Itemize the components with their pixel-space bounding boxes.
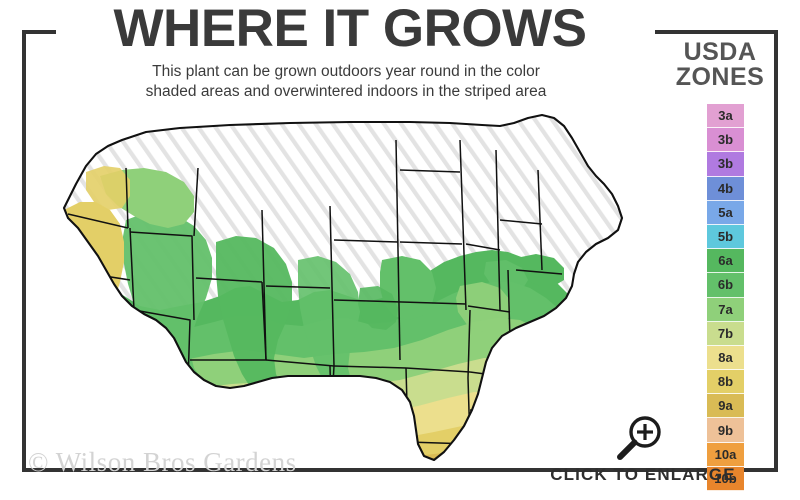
zone-swatch-label: 9b xyxy=(717,422,734,438)
zone-southwest-warm xyxy=(112,386,168,460)
us-outline xyxy=(62,113,624,462)
zone-coast-socal-orange xyxy=(64,378,82,460)
zone-swatch-4b[interactable]: 4b xyxy=(707,176,744,201)
zone-florida-orange xyxy=(500,390,540,460)
zone-swatch-label: 10b xyxy=(714,470,737,486)
legend-title: USDA ZONES xyxy=(675,38,765,91)
zone-swatch-5a[interactable]: 5a xyxy=(707,200,744,225)
frame-border-top-left xyxy=(22,30,56,34)
zone-coast-west-yellow xyxy=(64,202,124,456)
zone-swatch-6b[interactable]: 6b xyxy=(707,273,744,298)
frame-border-left xyxy=(22,30,26,472)
zone-swatch-7a[interactable]: 7a xyxy=(707,297,744,322)
zone-swatch-3b-lower[interactable]: 3b xyxy=(707,152,744,177)
zone-swatch-7b[interactable]: 7b xyxy=(707,321,744,346)
zone-swatch-label: 6b xyxy=(717,277,734,293)
zone-swatch-label: 3b xyxy=(717,132,734,148)
zone-swatch-label: 10a xyxy=(714,446,737,462)
zone-swatch-label: 7b xyxy=(717,325,734,341)
zone-swatch-label: 4b xyxy=(717,180,734,196)
zone-swatch-label: 8b xyxy=(717,374,734,390)
zone-south-texas-orange xyxy=(220,450,282,460)
usda-hardiness-map[interactable] xyxy=(30,110,650,465)
zone-swatch-9b[interactable]: 9b xyxy=(707,418,744,443)
zone-swatch-label: 5a xyxy=(718,204,733,220)
zone-florida-tip-10b xyxy=(518,428,538,460)
zone-swatch-3a[interactable]: 3a xyxy=(707,104,744,129)
frame-border-top-right xyxy=(655,30,778,34)
zone-swatch-8b[interactable]: 8b xyxy=(707,370,744,395)
zone-green-rockies-mid xyxy=(216,236,292,400)
zone-swatch-label: 3a xyxy=(718,108,733,124)
zone-swatch-8a[interactable]: 8a xyxy=(707,345,744,371)
zone-swatch-10b[interactable]: 10b xyxy=(707,466,744,491)
zone-lake-michigan-shore xyxy=(358,286,398,330)
page-title: WHERE IT GROWS xyxy=(113,0,587,58)
zone-8a-region xyxy=(64,392,556,460)
zone-coast-california-peach xyxy=(64,322,92,460)
map-svg xyxy=(62,113,624,462)
usda-zone-legend: 3a 3b 3b 4b 5a 5b 6a 6b 7a 7b 8a 8b 9a 9b 10a 10b xyxy=(707,104,744,491)
magnifier-plus-icon[interactable] xyxy=(612,415,666,463)
zone-southwest-desert xyxy=(88,356,176,460)
zone-8b-region xyxy=(64,422,532,460)
zone-swatch-3b-upper[interactable]: 3b xyxy=(707,128,744,153)
frame-border-bottom xyxy=(22,468,778,472)
zone-swatch-label: 5b xyxy=(717,229,734,245)
zone-swatch-label: 3b xyxy=(717,156,734,172)
watermark: © Wilson Bros Gardens xyxy=(28,447,297,477)
zone-swatch-label: 9a xyxy=(718,398,733,414)
zone-green-rockies-east xyxy=(298,256,360,396)
zone-northeast-coast-green xyxy=(516,254,564,286)
zone-swatch-5b[interactable]: 5b xyxy=(707,224,744,250)
frame-border-right xyxy=(774,30,778,472)
zone-swatch-9a[interactable]: 9a xyxy=(707,394,744,419)
page-subtitle: This plant can be grown outdoors year ro… xyxy=(145,63,547,100)
zone-swatch-label: 8a xyxy=(718,349,733,365)
click-to-enlarge-label[interactable]: CLICK TO ENLARGE xyxy=(550,465,736,484)
zone-swatch-label: 6a xyxy=(718,253,733,269)
zone-gulf-coast-peach xyxy=(230,438,344,460)
zone-swatch-10a[interactable]: 10a xyxy=(707,442,744,467)
zone-swatch-label: 7a xyxy=(718,301,733,317)
zone-pnw-coastal xyxy=(86,166,130,210)
zone-swatch-6a[interactable]: 6a xyxy=(707,249,744,274)
zone-hudson-valley-green xyxy=(484,260,528,292)
